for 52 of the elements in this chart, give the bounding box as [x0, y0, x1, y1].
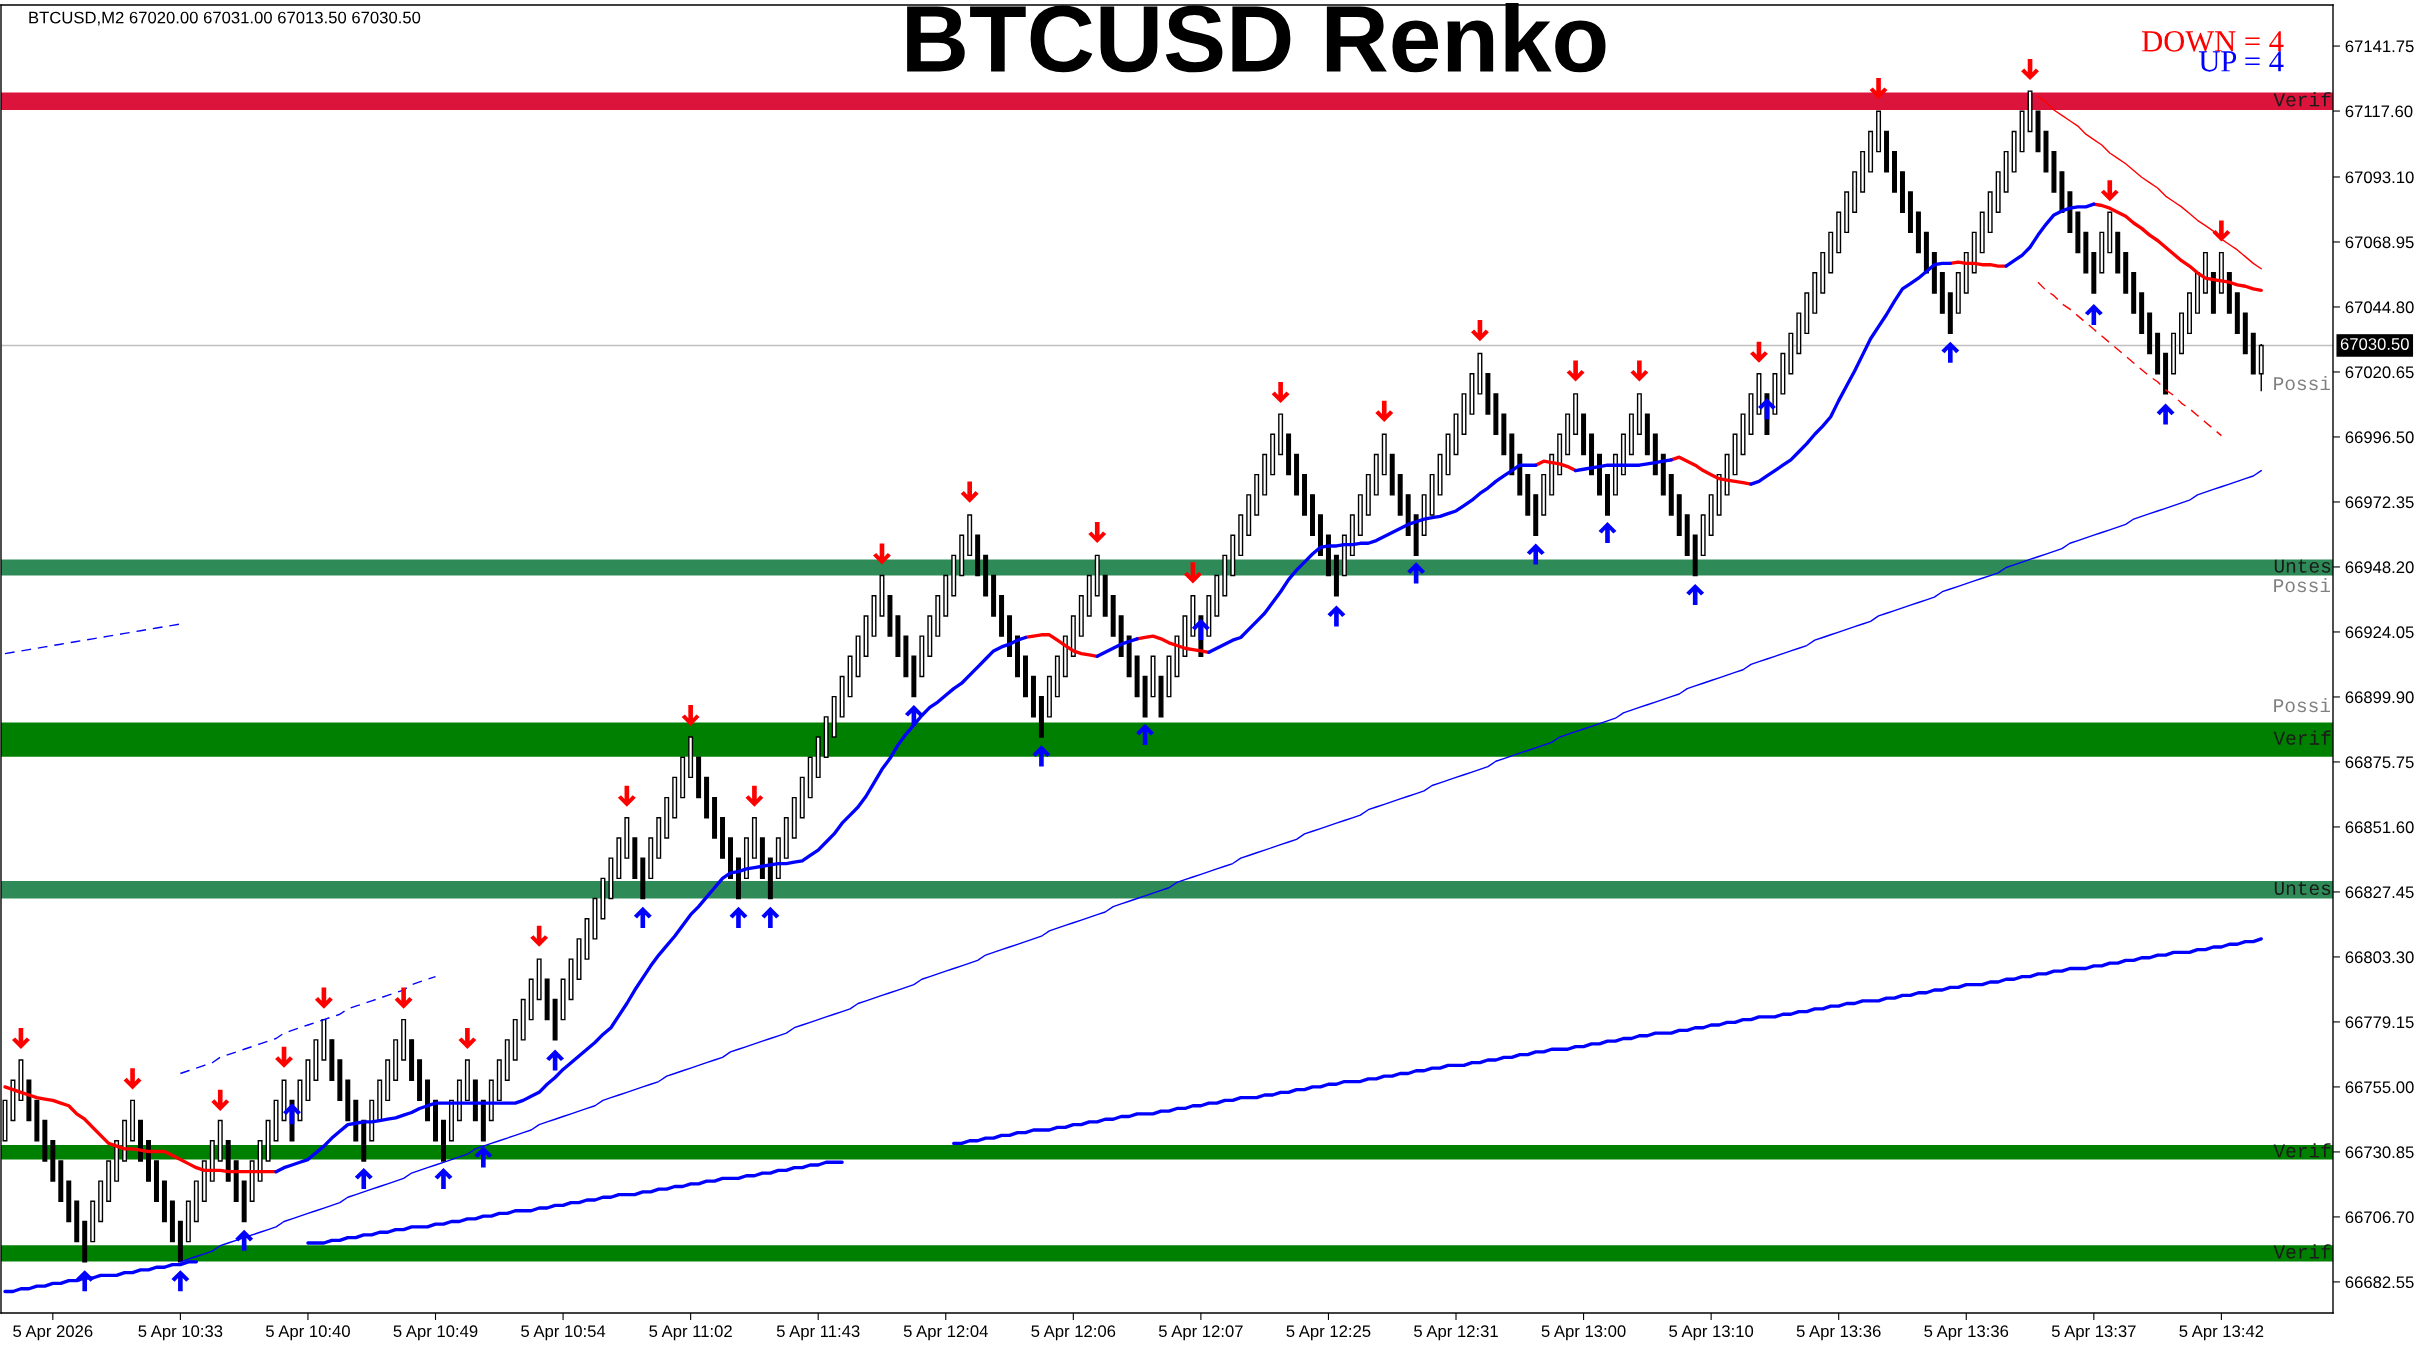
- y-tick-label: 67068.95: [2345, 236, 2414, 249]
- y-tick-label: 66803.30: [2345, 951, 2414, 964]
- y-tick-label: 66972.35: [2345, 496, 2414, 509]
- text: Possi: [2274, 375, 2331, 391]
- x-tick-label: 5 Apr 13:00: [1541, 1325, 1626, 1341]
- x-tick-label: 5 Apr 13:36: [1924, 1325, 2009, 1341]
- x-tick-label: 5 Apr 13:10: [1669, 1325, 1754, 1341]
- y-tick-label: 67117.60: [2345, 105, 2413, 118]
- y-tick-label: 66996.50: [2345, 431, 2414, 444]
- band-label: Verif: [2273, 730, 2331, 745]
- y-tick-label: 66755.00: [2345, 1081, 2414, 1094]
- band-label: Untes: [2274, 881, 2331, 895]
- x-tick-label: 5 Apr 10:40: [265, 1325, 350, 1341]
- y-tick-label: 66682.55: [2345, 1276, 2414, 1289]
- x-tick-label: 5 Apr 11:43: [776, 1325, 860, 1341]
- y-tick-label: 66779.15: [2345, 1016, 2414, 1029]
- x-tick-label: 5 Apr 12:06: [1031, 1325, 1116, 1341]
- ref-line-label: 67030.50: [2340, 338, 2409, 350]
- x-tick-label: 5 Apr 11:02: [649, 1325, 732, 1341]
- y-tick-label: 67020.65: [2345, 366, 2414, 379]
- x-tick-label: 5 Apr 12:31: [1414, 1325, 1498, 1341]
- x-tick-label: 5 Apr 10:54: [521, 1325, 606, 1341]
- band-label: Verif: [2273, 1143, 2331, 1158]
- chart-title: BTCUSD Renko: [907, 2, 1606, 73]
- x-tick-label: 5 Apr 13:37: [2051, 1325, 2136, 1341]
- annotation: DOWN = 4: [2142, 31, 2284, 52]
- y-tick-label: 66706.70: [2345, 1211, 2414, 1224]
- x-tick-label: 5 Apr 2026: [13, 1325, 93, 1341]
- band-label: Verif: [2273, 1244, 2331, 1259]
- y-tick-label: 66924.05: [2345, 626, 2414, 639]
- x-tick-label: 5 Apr 12:04: [903, 1325, 988, 1341]
- x-tick-label: 5 Apr 12:07: [1158, 1325, 1243, 1341]
- y-tick-label: 67141.75: [2345, 40, 2414, 53]
- y-tick-label: 66875.75: [2345, 756, 2414, 769]
- y-tick-label: 66730.85: [2345, 1146, 2414, 1159]
- text: Possi: [2274, 577, 2331, 593]
- y-tick-label: 67044.80: [2345, 301, 2414, 314]
- y-tick-label: 66827.45: [2345, 886, 2414, 899]
- x-tick-label: 5 Apr 10:33: [138, 1325, 223, 1341]
- text: Possi: [2274, 697, 2331, 713]
- y-tick-label: 67093.10: [2345, 171, 2414, 184]
- band-label: Verif: [2273, 92, 2331, 107]
- x-tick-label: 5 Apr 13:42: [2179, 1325, 2264, 1341]
- annotation: UP = 4: [2198, 51, 2284, 72]
- y-tick-label: 66948.20: [2345, 561, 2414, 574]
- y-tick-label: 66851.60: [2345, 821, 2414, 834]
- x-tick-label: 5 Apr 12:25: [1286, 1325, 1371, 1341]
- annotation: BTCUSD,M2 67020.00 67031.00 67013.50 67030.50: [29, 11, 421, 26]
- band-label: Untes: [2274, 559, 2331, 573]
- x-tick-label: 5 Apr 10:49: [393, 1325, 478, 1341]
- y-tick-label: 66899.90: [2345, 691, 2414, 704]
- x-tick-label: 5 Apr 13:36: [1796, 1325, 1881, 1341]
